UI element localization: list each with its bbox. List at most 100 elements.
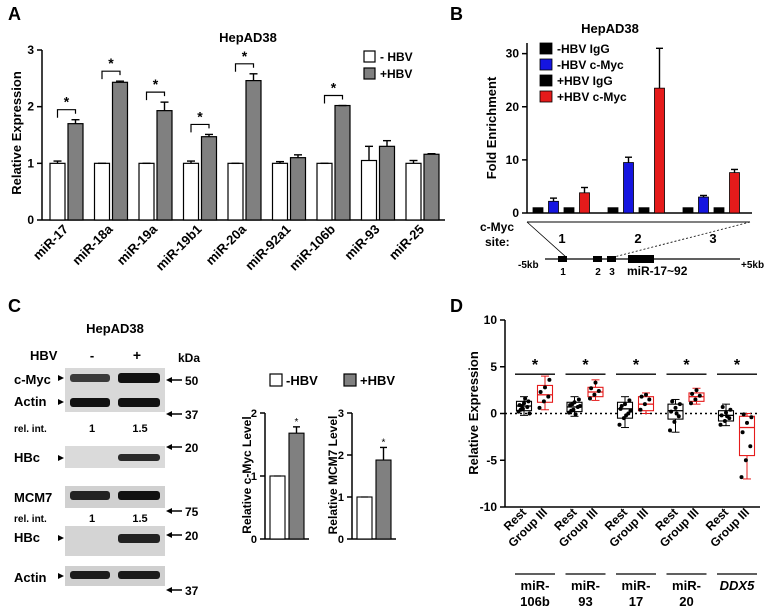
legend-swatch-plus-hbv	[363, 67, 376, 80]
bar-miR-19b1-plus-hbv	[200, 136, 218, 221]
sig-bracket-miR-19b1	[190, 123, 210, 133]
data-point	[519, 404, 524, 409]
data-point	[718, 422, 723, 427]
rel-int-1-plus: 1.5	[132, 423, 147, 435]
blot-band-mcm7-plus	[118, 491, 160, 500]
bar-site-3-series-1	[698, 196, 709, 214]
c-legend-label-plus: +HBV	[360, 373, 395, 388]
bar-miR-92a1-plus-hbv	[289, 157, 307, 221]
c-left-y-tick-label: 1	[251, 471, 257, 483]
sig-marker-miR-19a: *	[153, 76, 159, 92]
data-point	[596, 389, 601, 394]
blot-pointer-actin-1	[58, 399, 64, 405]
rel-int-2-plus: 1.5	[132, 513, 147, 525]
bar-site-2-series-1	[623, 162, 634, 214]
map-site-2-label: 2	[595, 267, 601, 278]
data-point	[576, 397, 581, 402]
c-right-bar--HBV	[356, 496, 373, 540]
bar-miR-20a-minus-hbv	[227, 162, 244, 221]
panel-a-label: A	[8, 4, 21, 24]
gene-label-line1-4: DDX5	[720, 578, 755, 593]
map-site-3-box	[607, 256, 616, 262]
blot-label-mcm7: MCM7	[14, 490, 52, 505]
c-right-y-tick-label: 3	[338, 408, 344, 420]
panel-b-bars	[532, 47, 740, 214]
data-point	[677, 402, 682, 407]
panel-c-bar-chart-1: 0 1 2 *	[251, 408, 309, 546]
site-label-line2: site:	[485, 235, 510, 249]
bar-miR-18a-minus-hbv	[93, 162, 111, 221]
c-bar2-ylabel: Relative MCM7 Level	[326, 416, 340, 535]
blot-pointer-actin-2	[58, 573, 64, 579]
c-left-bar--HBV	[269, 475, 286, 540]
hbv-minus: -	[90, 348, 94, 363]
legend-label-0: -HBV IgG	[557, 42, 610, 56]
data-point	[546, 394, 551, 399]
blot-band-actin-2-minus	[70, 571, 110, 579]
marker-20-2: 20	[166, 529, 199, 543]
sig-marker-miR-17: *	[64, 94, 70, 110]
data-point	[673, 405, 678, 410]
legend-label-3: +HBV c-Myc	[557, 90, 627, 104]
bar-miR-17-plus-hbv	[67, 123, 84, 221]
gene-label-line1-0: miR-	[521, 578, 550, 593]
bar-site-3-series-3	[729, 172, 740, 214]
data-point	[541, 399, 546, 404]
marker-20-1: 20	[166, 441, 199, 455]
rel-int-label-2: rel. int.	[14, 514, 47, 525]
sig-marker-3: *	[683, 357, 690, 374]
data-point	[592, 392, 597, 397]
legend-swatch-0	[539, 42, 553, 55]
zoom-line-left	[526, 221, 567, 258]
bar-miR-93-plus-hbv	[378, 145, 396, 221]
c-legend-label-minus: -HBV	[286, 373, 318, 388]
data-point	[593, 380, 598, 385]
bar-miR-25-minus-hbv	[405, 162, 422, 221]
panel-d: D Relative Expression -10 -5 0 5 10 * * * * * Re…	[450, 296, 760, 609]
data-point	[676, 414, 681, 419]
marker-20-1-label: 20	[185, 441, 199, 455]
data-point	[538, 389, 543, 394]
gene-label-line2-0: 106b	[520, 594, 550, 609]
c-right-sig-marker: *	[382, 437, 386, 448]
panel-a-title: HepAD38	[219, 30, 277, 45]
c-left-sig-marker: *	[295, 417, 299, 428]
panel-a-y-tick-label: 3	[27, 43, 34, 57]
gene-label-line2-3: 20	[679, 594, 693, 609]
data-point	[748, 444, 753, 449]
data-point	[639, 394, 644, 399]
gene-label-line2-2: 17	[629, 594, 643, 609]
sig-bracket-miR-17	[56, 109, 77, 118]
map-site-1-box	[558, 256, 567, 262]
c-left-bar-+HBV	[288, 432, 305, 540]
c-bar1-ylabel: Relative c-Myc Level	[240, 416, 254, 533]
legend-label-plus-hbv: +HBV	[380, 67, 412, 81]
data-point	[589, 386, 594, 391]
data-point	[741, 412, 746, 417]
panel-d-y-tick-label: -5	[486, 453, 497, 467]
data-point	[573, 412, 578, 417]
panel-c-title: HepAD38	[86, 321, 144, 336]
blot-band-mcm7-minus	[70, 491, 110, 500]
c-right-bar-+HBV	[375, 459, 392, 540]
sig-bracket-miR-20a	[234, 63, 255, 72]
blot-label-cmyc: c-Myc	[14, 372, 51, 387]
gene-map: -5kb +5kb 1 2 3 miR-17~92	[518, 221, 764, 278]
map-left-label: -5kb	[518, 260, 539, 271]
blot-pointer-hbc-2	[58, 535, 64, 541]
data-point	[638, 407, 643, 412]
data-point	[527, 411, 532, 416]
panel-d-y-tick-label: 5	[490, 360, 497, 374]
map-site-2-box	[593, 256, 602, 262]
map-site-3-label: 3	[609, 267, 615, 278]
data-point	[670, 399, 675, 404]
panel-a-x-labels: miR-17miR-18amiR-19amiR-19b1miR-20amiR-9…	[30, 221, 427, 274]
mir-17-92-gene-box	[628, 255, 654, 263]
bar-miR-25-plus-hbv	[423, 153, 440, 221]
c-legend-swatch-minus	[269, 373, 283, 387]
map-right-label: +5kb	[741, 260, 764, 271]
data-point	[543, 385, 547, 390]
site-number-2: 2	[634, 231, 641, 246]
x-label-miR-93: miR-93	[341, 222, 382, 263]
bar-site-2-series-2	[638, 207, 650, 214]
